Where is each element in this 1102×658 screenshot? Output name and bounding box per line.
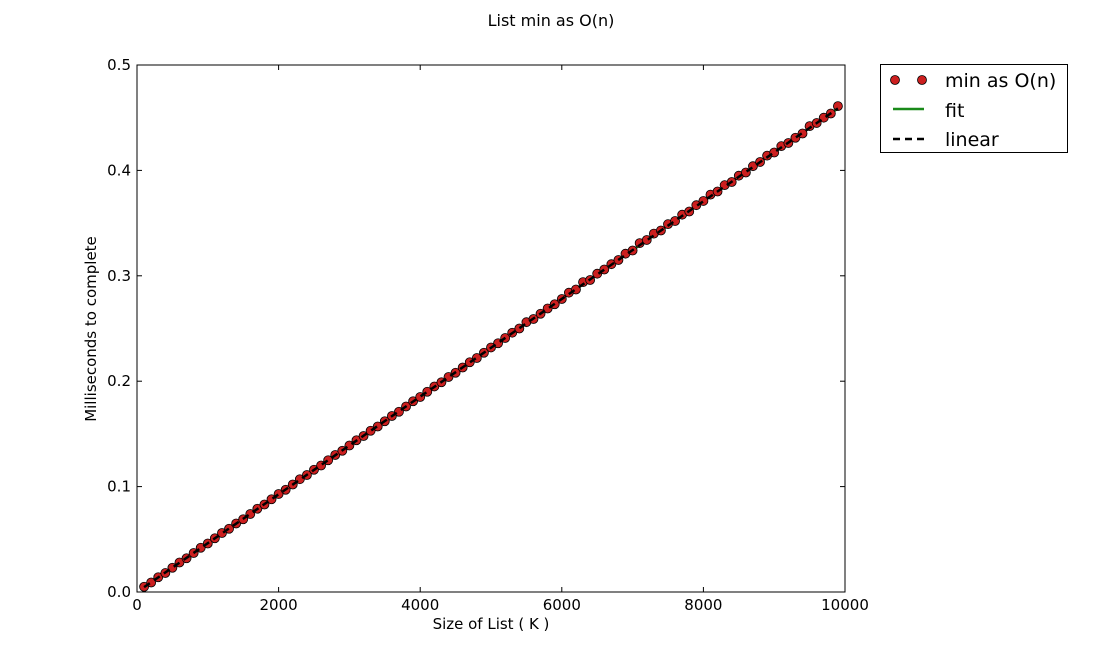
x-tick-label: 2000 — [260, 596, 298, 614]
y-tick-label: 0.5 — [107, 56, 131, 74]
axis-ticks: 0 2000 4000 6000 8000 10000 0.0 0.1 0.2 0.3 0.4 0.5 — [107, 56, 869, 614]
legend: min as O(n) fit linear — [880, 64, 1068, 153]
legend-label-fit: fit — [945, 100, 964, 122]
x-tick-label: 0 — [132, 596, 142, 614]
y-tick-label: 0.2 — [107, 372, 131, 390]
x-tick-label: 4000 — [401, 596, 439, 614]
x-axis-label: Size of List ( K ) — [433, 615, 550, 633]
legend-marker-min — [917, 75, 927, 85]
y-tick-label: 0.1 — [107, 478, 131, 496]
data-point — [691, 200, 702, 211]
x-tick-label: 10000 — [821, 596, 869, 614]
legend-marker-min — [890, 75, 900, 85]
x-tick-label: 8000 — [684, 596, 722, 614]
linear-line — [143, 107, 839, 589]
x-tick-label: 6000 — [543, 596, 581, 614]
y-tick-label: 0.3 — [107, 267, 131, 285]
plot-frame — [136, 64, 846, 593]
chart-title: List min as O(n) — [488, 11, 615, 30]
data-point — [833, 101, 843, 112]
y-axis-label: Milliseconds to complete — [82, 236, 100, 422]
series-group — [139, 101, 843, 592]
data-point — [592, 268, 603, 279]
legend-label-min: min as O(n) — [945, 70, 1056, 92]
y-tick-label: 0.0 — [107, 583, 131, 601]
y-tick-label: 0.4 — [107, 161, 131, 179]
legend-label-linear: linear — [945, 129, 999, 151]
